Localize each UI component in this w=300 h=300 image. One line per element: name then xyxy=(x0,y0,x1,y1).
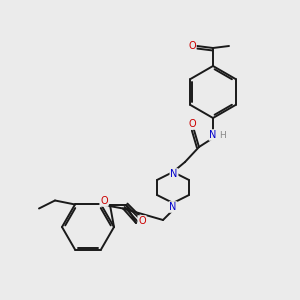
Text: N: N xyxy=(169,202,177,212)
Text: O: O xyxy=(188,119,196,129)
Text: N: N xyxy=(209,130,217,140)
Text: O: O xyxy=(100,196,108,206)
Text: O: O xyxy=(138,216,146,226)
Text: O: O xyxy=(188,41,196,51)
Text: N: N xyxy=(170,169,178,179)
Text: H: H xyxy=(219,130,225,140)
